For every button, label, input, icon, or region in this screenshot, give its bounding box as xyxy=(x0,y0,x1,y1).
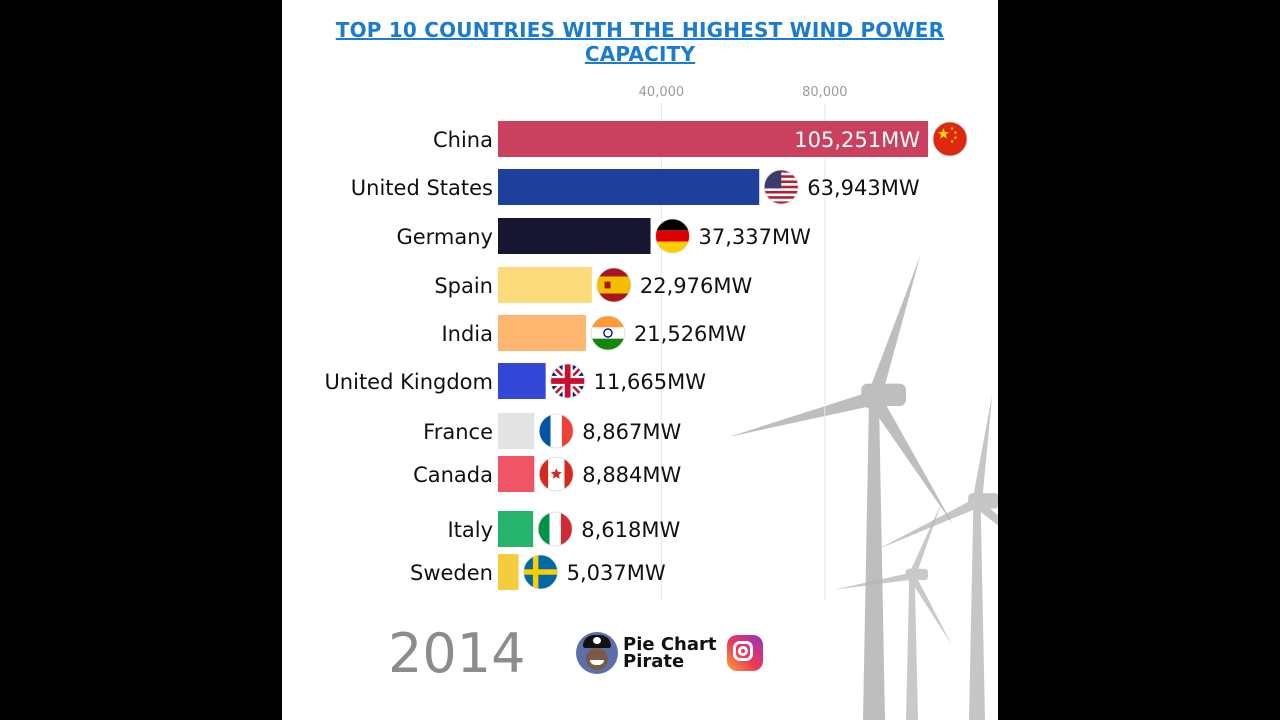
bar-row: Canada 8,884MW xyxy=(413,456,682,492)
bar-row: China 105,251MW xyxy=(433,121,968,157)
bar-row: United Kingdom 11,665MW xyxy=(324,363,706,399)
wind-turbine-icon xyxy=(877,394,998,720)
category-label: Germany xyxy=(396,225,493,249)
canada-flag-icon xyxy=(538,456,574,492)
brand-name: Pie Chart Pirate xyxy=(623,634,717,672)
wind-turbine-icon xyxy=(729,255,954,720)
value-label: 63,943MW xyxy=(807,176,920,200)
category-label: Italy xyxy=(447,518,493,542)
usa-flag-icon xyxy=(763,169,799,205)
value-label: 8,867MW xyxy=(582,420,681,444)
france-flag-icon xyxy=(538,413,574,449)
category-label: Sweden xyxy=(410,561,493,585)
category-label: Canada xyxy=(413,463,493,487)
wind-turbine-decoration xyxy=(729,255,998,720)
bar-row: India 21,526MW xyxy=(441,315,747,351)
bar xyxy=(498,121,928,157)
india-flag-icon xyxy=(590,315,626,351)
brand-name-line1: Pie Chart xyxy=(623,634,717,655)
value-label: 11,665MW xyxy=(594,370,707,394)
value-label: 5,037MW xyxy=(567,561,666,585)
bar-chart: 40,000 80,000 China 105,251MW United States… xyxy=(324,85,998,720)
bar xyxy=(498,456,535,492)
year-label: 2014 xyxy=(388,622,526,685)
wind-turbine-icon xyxy=(833,501,952,720)
bar-row: Spain 22,976MW xyxy=(434,267,752,303)
bar-row: Germany 37,337MW xyxy=(396,218,811,254)
x-tick-label: 80,000 xyxy=(802,85,848,100)
chart-panel: TOP 10 COUNTRIES WITH THE HIGHEST WIND P… xyxy=(282,0,998,720)
category-label: United Kingdom xyxy=(324,370,493,394)
value-label: 8,884MW xyxy=(582,463,681,487)
value-label: 21,526MW xyxy=(634,322,747,346)
category-label: India xyxy=(441,322,493,346)
bar xyxy=(498,218,651,254)
pirate-avatar-icon xyxy=(576,632,618,674)
bar xyxy=(498,169,760,205)
category-label: Spain xyxy=(434,274,493,298)
germany-flag-icon xyxy=(655,218,690,254)
uk-flag-icon xyxy=(550,363,586,399)
brand-logo: Pie Chart Pirate xyxy=(576,630,763,676)
value-label: 8,618MW xyxy=(581,518,680,542)
instagram-icon[interactable] xyxy=(726,635,763,671)
brand-name-line2: Pirate xyxy=(623,651,685,672)
bar xyxy=(498,315,586,351)
bar xyxy=(498,511,534,547)
bar-row: France 8,867MW xyxy=(423,413,681,449)
italy-flag-icon xyxy=(537,511,573,547)
chart-bars: China 105,251MW United States 63,943MW Germa… xyxy=(324,121,968,590)
value-label: 22,976MW xyxy=(640,274,753,298)
sweden-flag-icon xyxy=(523,554,558,590)
bar xyxy=(498,363,546,399)
bar xyxy=(498,267,592,303)
chart-title: TOP 10 COUNTRIES WITH THE HIGHEST WIND P… xyxy=(335,18,945,66)
spain-flag-icon xyxy=(596,267,632,303)
value-label: 105,251MW xyxy=(794,128,920,152)
x-tick-label: 40,000 xyxy=(639,85,685,100)
value-label: 37,337MW xyxy=(699,225,812,249)
category-label: China xyxy=(433,128,493,152)
bar-row: Italy 8,618MW xyxy=(447,511,680,547)
bar xyxy=(498,413,535,449)
chart-grid: 40,000 80,000 xyxy=(639,85,848,600)
bar-row: United States 63,943MW xyxy=(351,169,920,205)
china-flag-icon xyxy=(932,121,968,157)
category-label: France xyxy=(423,420,493,444)
bar-row: Sweden 5,037MW xyxy=(410,554,666,590)
category-label: United States xyxy=(351,176,493,200)
bar xyxy=(498,554,519,590)
